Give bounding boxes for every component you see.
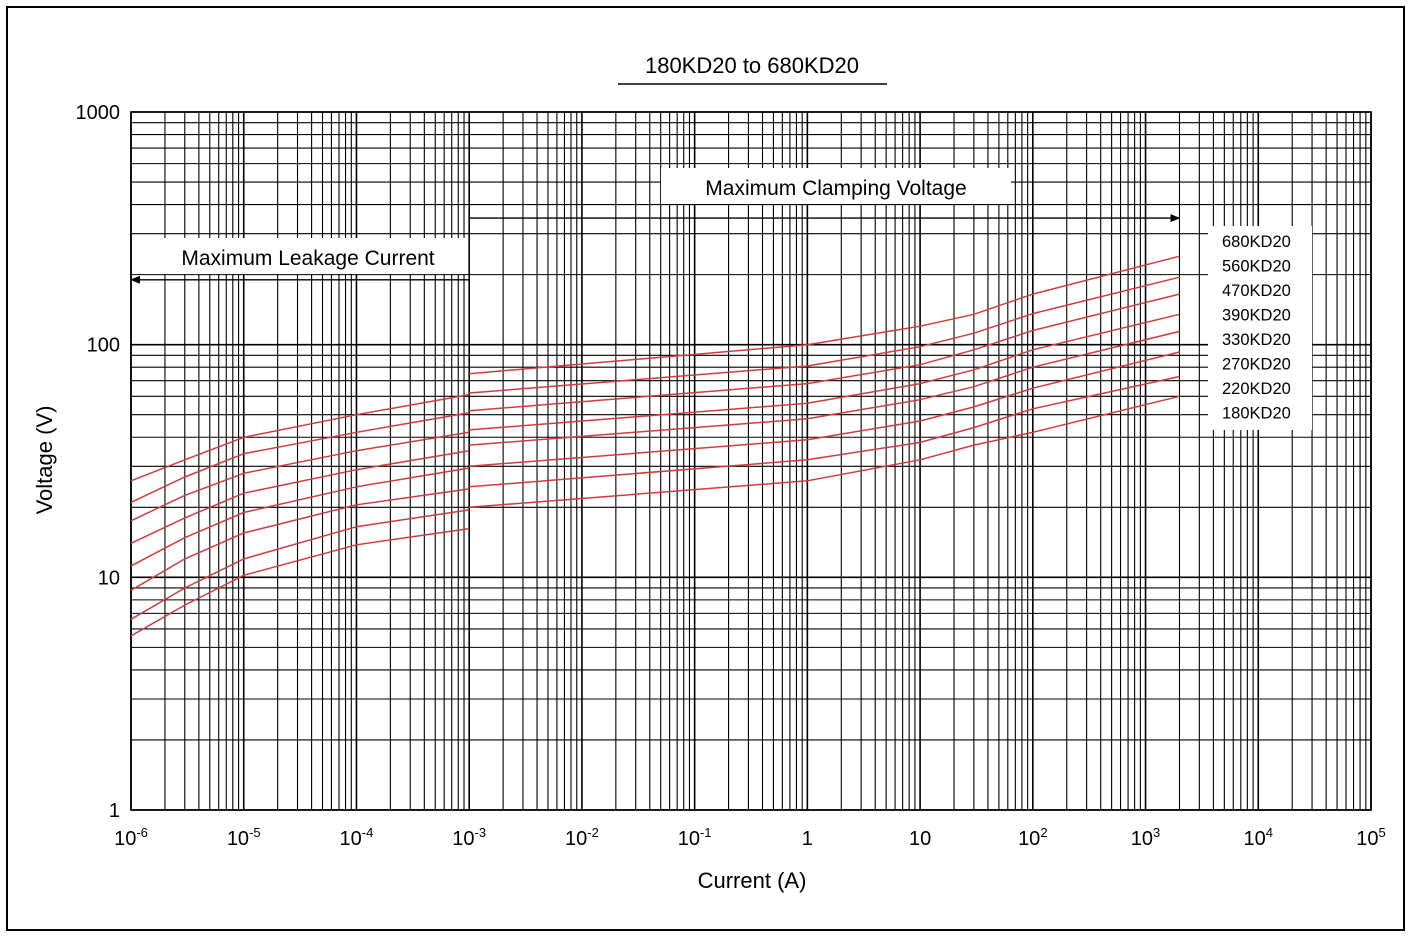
annotation-label-bg (148, 238, 468, 274)
x-tick-label: 10-4 (340, 825, 374, 850)
series-line-270KD20-clamping (469, 351, 1180, 468)
y-tick-labels: 1 10 100 1000 (76, 102, 121, 822)
legend-box (1208, 226, 1312, 430)
y-tick-label: 1000 (76, 102, 121, 124)
plot-area-border (130, 111, 1372, 811)
legend-entry: 270KD20 (1222, 356, 1291, 374)
series-line-390KD20-clamping (469, 313, 1180, 431)
legend-entry: 330KD20 (1222, 331, 1291, 349)
series-line-470KD20-leakage (130, 431, 470, 522)
annotation-label-bg (661, 168, 1011, 204)
x-axis-label: Current (A) (698, 868, 807, 893)
x-tick-label: 103 (1131, 825, 1160, 850)
x-tick-label: 10-1 (678, 825, 712, 850)
series-line-560KD20-clamping (469, 276, 1180, 394)
legend-entry: 390KD20 (1222, 307, 1291, 325)
series-line-330KD20-clamping (469, 330, 1180, 446)
x-tick-label: 10-3 (452, 825, 486, 850)
legend-entry: 220KD20 (1222, 380, 1291, 398)
series-line-390KD20-leakage (130, 449, 470, 544)
x-tick-label: 10-6 (114, 825, 148, 850)
annotation-label: Maximum Leakage Current (181, 247, 434, 270)
x-tick-label: 10-2 (565, 825, 599, 850)
legend: 680KD20 560KD20 470KD20 390KD20 330KD20 270KD… (1208, 226, 1312, 430)
series-line-330KD20-leakage (130, 467, 470, 567)
series-line-220KD20-clamping (469, 375, 1180, 488)
chart-frame (6, 6, 1405, 931)
x-tick-label: 1 (802, 828, 813, 850)
x-tick-labels: 10-6 10-5 10-4 10-3 10-2 10-1 1 10 102 103 104 105 (114, 825, 1386, 850)
y-axis-label: Voltage (V) (32, 406, 57, 515)
series-line-680KD20-clamping (469, 255, 1180, 375)
series-line-560KD20-leakage (130, 411, 470, 504)
annotation-label: Maximum Clamping Voltage (705, 177, 966, 200)
x-tick-label: 10-5 (227, 825, 261, 850)
annotations: Maximum Clamping Voltage Maximum Leakage … (130, 168, 1181, 284)
series-line-220KD20-leakage (130, 509, 470, 620)
series-lines (130, 255, 1180, 637)
x-tick-label: 10 (909, 828, 931, 850)
x-tick-label: 105 (1356, 825, 1385, 850)
series-line-680KD20-leakage (130, 393, 470, 482)
x-tick-label: 104 (1244, 825, 1273, 850)
y-tick-label: 10 (98, 567, 120, 589)
legend-entry: 180KD20 (1222, 405, 1291, 423)
legend-entry: 560KD20 (1222, 258, 1291, 276)
x-tick-label: 102 (1018, 825, 1047, 850)
series-line-180KD20-clamping (469, 395, 1180, 509)
series-line-270KD20-leakage (130, 488, 470, 591)
series-line-180KD20-leakage (130, 527, 470, 637)
y-tick-label: 100 (87, 335, 120, 357)
chart-title: 180KD20 to 680KD20 (645, 53, 859, 78)
legend-entry: 680KD20 (1222, 233, 1291, 251)
series-line-470KD20-clamping (469, 293, 1180, 412)
legend-entry: 470KD20 (1222, 282, 1291, 300)
grid (130, 111, 1372, 811)
y-tick-label: 1 (109, 800, 120, 822)
